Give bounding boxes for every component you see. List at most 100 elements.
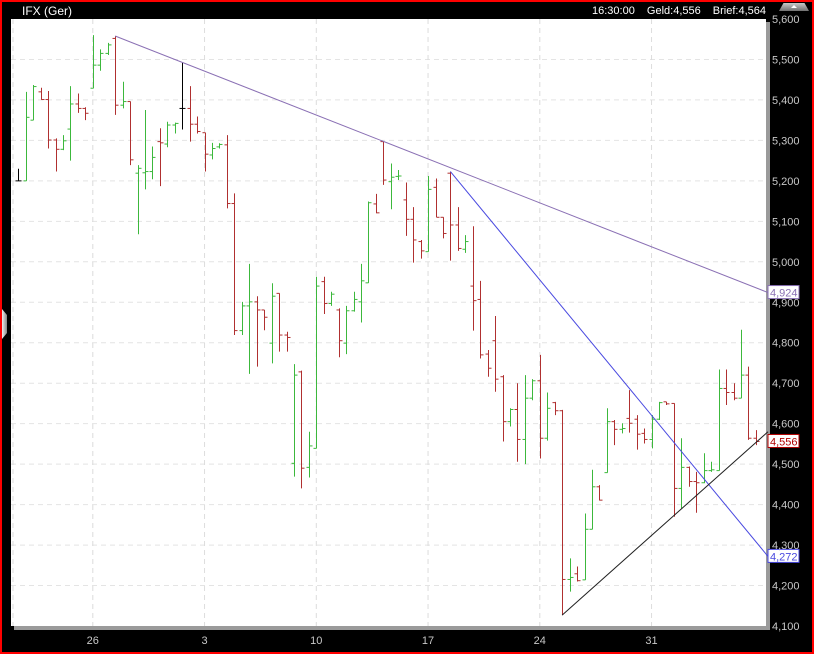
ohlc-bar	[745, 366, 752, 440]
ohlc-bar	[149, 146, 156, 180]
ohlc-bar	[567, 558, 574, 592]
ohlc-bar	[298, 370, 305, 489]
ohlc-bar	[477, 280, 484, 359]
ohlc-bar	[500, 375, 507, 442]
trendline[interactable]	[114, 35, 769, 294]
ohlc-bar	[455, 207, 462, 251]
last-price-value: 4,556	[770, 436, 798, 448]
ohlc-bar	[440, 216, 447, 239]
y-tick-label: 4,900	[772, 297, 800, 309]
x-tick-label: 31	[645, 635, 657, 647]
ohlc-bar	[447, 171, 454, 261]
ohlc-bar	[537, 354, 544, 459]
ohlc-bar	[634, 415, 641, 450]
ohlc-bar	[15, 168, 22, 182]
trendline[interactable]	[450, 171, 769, 557]
ohlc-bar	[67, 86, 74, 161]
ohlc-bar	[701, 453, 708, 484]
ohlc-bar	[291, 364, 298, 477]
quote-bid: Geld:4,556	[646, 5, 701, 17]
ohlc-bar	[75, 93, 82, 113]
trendline[interactable]	[561, 431, 769, 616]
ohlc-bar	[656, 401, 663, 421]
ohlc-bar	[723, 369, 730, 406]
ohlc-bar	[112, 35, 119, 115]
ohlc-bar	[686, 466, 693, 487]
ohlc-bar	[53, 138, 60, 172]
ohlc-bar	[216, 143, 223, 149]
ohlc-bar	[172, 122, 179, 134]
last-price-tag	[767, 433, 800, 448]
ohlc-bar	[276, 292, 283, 352]
ohlc-bar	[246, 263, 253, 374]
ohlc-bar	[693, 471, 700, 513]
y-tick-label: 4,400	[772, 500, 800, 512]
collapse-up-button[interactable]	[779, 3, 809, 11]
quote-time: 16:30:00	[592, 5, 635, 17]
y-tick-label: 4,300	[772, 540, 800, 552]
ohlc-bar	[716, 369, 723, 472]
ohlc-bar	[492, 316, 499, 392]
trendline-value: 4,272	[770, 551, 798, 563]
ohlc-bar	[351, 291, 358, 312]
trendline-value: 4,924	[770, 288, 798, 300]
y-tick-label: 4,700	[772, 378, 800, 390]
ohlc-bar	[574, 566, 581, 582]
y-tick-label: 4,800	[772, 338, 800, 350]
ohlc-bar	[231, 193, 238, 336]
ohlc-bar	[395, 169, 402, 181]
ohlc-bar	[738, 329, 745, 399]
ohlc-bar	[410, 207, 417, 263]
ohlc-bar	[23, 91, 30, 182]
ohlc-bar	[45, 91, 52, 149]
ohlc-bar	[388, 163, 395, 210]
ohlc-bar	[470, 226, 477, 331]
y-tick-label: 5,500	[772, 54, 800, 66]
ohlc-bar	[514, 383, 521, 462]
ohlc-bar	[328, 291, 335, 306]
y-tick-label: 5,100	[772, 216, 800, 228]
ohlc-bar	[135, 165, 142, 235]
ohlc-bar	[641, 428, 648, 444]
ohlc-bar	[127, 101, 134, 166]
ohlc-bar	[194, 116, 201, 134]
chart-title: IFX (Ger)	[22, 4, 72, 18]
ohlc-bar	[254, 296, 261, 367]
ohlc-bar	[343, 305, 350, 355]
y-tick-label: 5,000	[772, 257, 800, 269]
ohlc-bar	[678, 438, 685, 509]
ohlc-bar	[544, 392, 551, 441]
ohlc-bar	[105, 42, 112, 56]
ohlc-bar	[373, 193, 380, 214]
ohlc-bar	[522, 375, 529, 465]
side-panel-handle[interactable]	[2, 309, 7, 339]
y-tick-label: 4,500	[772, 459, 800, 471]
ohlc-bar	[433, 178, 440, 218]
ohlc-bar	[596, 485, 603, 501]
ohlc-bar	[38, 87, 45, 101]
ohlc-bar	[604, 408, 611, 474]
ohlc-bar	[284, 331, 291, 352]
ohlc-bar	[209, 142, 216, 160]
ohlc-bar	[97, 49, 104, 71]
ohlc-bar	[365, 201, 372, 284]
y-tick-label: 4,200	[772, 581, 800, 593]
ohlc-bar	[120, 81, 127, 109]
ohlc-bar	[30, 84, 37, 121]
ohlc-bar	[261, 309, 268, 331]
ohlc-bar	[142, 110, 149, 190]
ohlc-bar	[619, 423, 626, 434]
quote-ask: Brief:4,564	[712, 5, 766, 17]
x-tick-label: 24	[534, 635, 546, 647]
trendline-value-tag	[767, 548, 800, 563]
ohlc-bar	[164, 121, 171, 148]
ohlc-bar	[582, 513, 589, 581]
ohlc-bar	[507, 408, 514, 427]
ohlc-bar	[529, 379, 536, 401]
x-tick-label: 10	[310, 635, 322, 647]
ohlc-bar	[239, 301, 246, 336]
ohlc-bar	[157, 128, 164, 187]
ohlc-bar	[336, 308, 343, 358]
ohlc-bar	[671, 402, 678, 517]
